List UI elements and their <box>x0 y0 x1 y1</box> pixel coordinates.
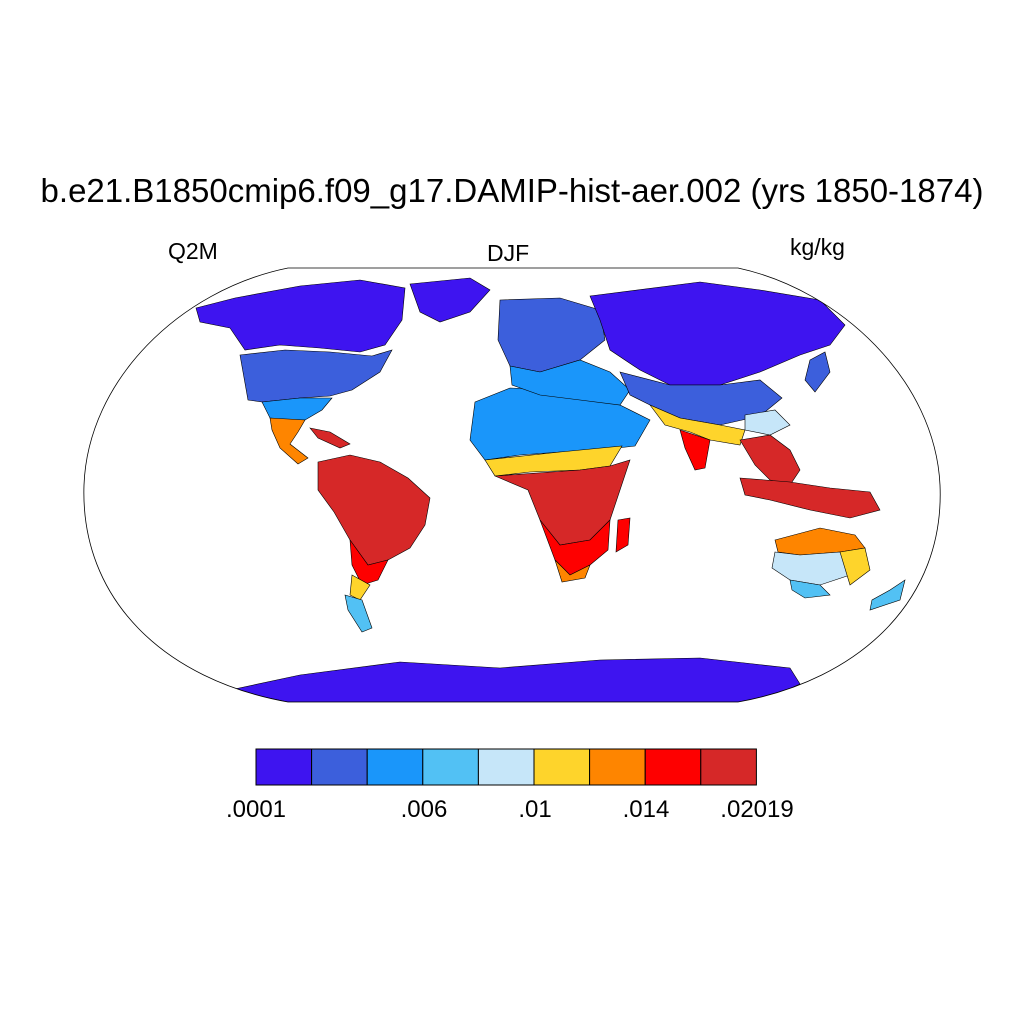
greenland-region <box>409 277 491 323</box>
north-america-mid-region <box>239 349 393 403</box>
colorbar-box-0 <box>255 748 313 786</box>
antarctica-region <box>229 657 801 702</box>
indonesia-region <box>739 477 881 519</box>
patagonia-region <box>344 594 373 633</box>
season-label: DJF <box>487 240 530 266</box>
colorbar-box-3 <box>422 748 479 786</box>
globe-outline <box>83 267 941 703</box>
colorbar-tick-label-3: .014 <box>622 796 670 823</box>
cape-region <box>554 559 591 583</box>
colorbar-box-8 <box>700 748 757 786</box>
colorbar-box-6 <box>589 748 646 786</box>
siberia-region <box>589 281 846 386</box>
north-america-north-region <box>195 279 406 353</box>
colorbar <box>255 748 757 786</box>
colorbar-box-4 <box>477 748 535 786</box>
south-america-tropics-region <box>317 454 431 566</box>
south-asia-region <box>649 404 746 446</box>
east-asia-region <box>744 409 791 436</box>
colorbar-tick-label-4: .02019 <box>720 796 794 823</box>
colorbar-box-2 <box>366 748 424 786</box>
australia-south-region <box>789 579 831 599</box>
caribbean-region <box>309 427 351 449</box>
south-america-south-region <box>349 538 389 586</box>
colorbar-tick-label-0: .0001 <box>225 796 287 823</box>
variable-label: Q2M <box>168 238 218 264</box>
colorbar-tick-label-1: .006 <box>400 796 448 823</box>
mediterranean-region <box>509 359 631 406</box>
colorbar-tick-label-2: .01 <box>518 796 552 823</box>
europe-region <box>497 297 606 373</box>
australia-east-region <box>839 547 871 586</box>
north-america-south-region <box>261 397 333 421</box>
mexico-region <box>269 417 309 465</box>
japan-region <box>804 351 831 393</box>
southeast-asia-region <box>739 434 801 486</box>
colorbar-box-1 <box>311 748 368 786</box>
madagascar-region <box>615 517 631 553</box>
colorbar-box-7 <box>644 748 702 786</box>
units-label: kg/kg <box>790 234 845 260</box>
new-zealand-region <box>869 579 906 611</box>
plot-title: b.e21.B1850cmip6.f09_g17.DAMIP-hist-aer.… <box>40 172 984 209</box>
india-region <box>679 429 711 471</box>
colorbar-box-5 <box>533 748 591 786</box>
